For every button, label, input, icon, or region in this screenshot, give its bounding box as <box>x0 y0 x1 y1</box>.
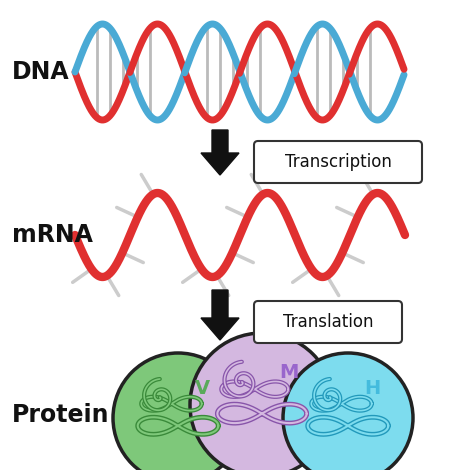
FancyArrow shape <box>201 290 239 340</box>
Text: Transcription: Transcription <box>284 153 392 171</box>
Circle shape <box>190 333 334 470</box>
Text: H: H <box>365 379 381 398</box>
Text: DNA: DNA <box>12 60 70 84</box>
Circle shape <box>283 353 413 470</box>
FancyArrow shape <box>201 130 239 175</box>
Text: Protein: Protein <box>12 403 109 427</box>
Text: V: V <box>195 379 210 398</box>
FancyBboxPatch shape <box>254 301 402 343</box>
Text: mRNA: mRNA <box>12 223 93 247</box>
FancyBboxPatch shape <box>254 141 422 183</box>
Text: M: M <box>280 363 299 382</box>
Circle shape <box>113 353 243 470</box>
Text: Translation: Translation <box>283 313 373 331</box>
